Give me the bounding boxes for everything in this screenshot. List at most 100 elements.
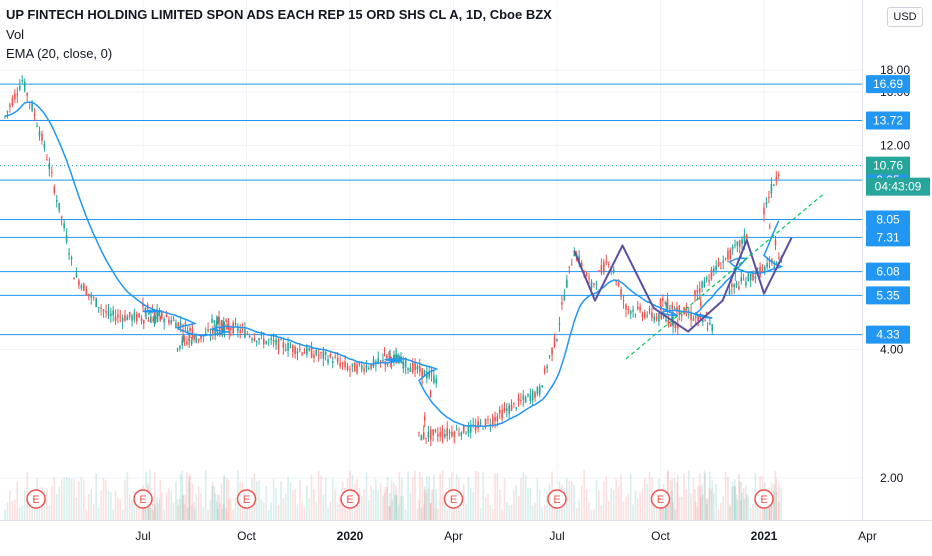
- candle-body: [644, 312, 646, 318]
- volume-bar: [156, 497, 158, 520]
- volume-bar: [193, 508, 196, 520]
- volume-bar: [430, 490, 433, 520]
- volume-bar: [745, 485, 747, 520]
- candle-body: [131, 315, 133, 321]
- candle-body: [465, 433, 467, 435]
- candle-body: [422, 432, 425, 439]
- volume-bar: [704, 473, 706, 520]
- volume-bar: [588, 502, 590, 520]
- candle-body: [482, 428, 484, 430]
- volume-bar: [634, 490, 637, 520]
- volume-bar: [639, 492, 641, 520]
- volume-bar: [18, 507, 21, 520]
- time-axis[interactable]: Jul Oct 2020 Apr Jul Oct 2021 Apr: [0, 520, 932, 551]
- candle-body: [147, 313, 150, 315]
- candle-body: [189, 327, 191, 331]
- candle-body: [353, 362, 356, 372]
- volume-bar: [665, 505, 667, 520]
- volume-bar: [102, 477, 105, 520]
- volume-bar: [437, 508, 439, 520]
- candle-body: [768, 260, 771, 262]
- candle-body: [308, 348, 311, 351]
- candle-body: [617, 283, 620, 286]
- volume-bar: [699, 496, 702, 520]
- volume-bar: [327, 507, 329, 520]
- candle-body: [170, 320, 173, 324]
- candle-body: [133, 312, 136, 320]
- volume-bar: [400, 496, 402, 520]
- currency-button[interactable]: USD: [887, 7, 923, 27]
- volume-indicator-label[interactable]: Vol: [6, 27, 25, 42]
- volume-bar: [78, 481, 80, 520]
- volume-bar: [358, 488, 361, 520]
- candle-body: [629, 310, 632, 314]
- volume-bar: [644, 478, 646, 520]
- time-tick-label: 2020: [337, 529, 364, 543]
- candle-body: [735, 282, 738, 286]
- earnings-marker: [26, 489, 46, 509]
- price-axis[interactable]: 2.004.0012.0016.0018.0016.6913.729.958.0…: [862, 0, 932, 520]
- volume-bar: [202, 507, 205, 520]
- candle-body: [193, 334, 196, 338]
- volume-bar: [702, 494, 704, 520]
- volume-bar: [678, 496, 681, 520]
- volume-bar: [669, 497, 671, 520]
- volume-bar: [275, 488, 277, 520]
- volume-bar: [683, 473, 685, 520]
- candle-body: [159, 316, 162, 321]
- volume-bar: [310, 475, 313, 520]
- candle-body: [462, 425, 465, 433]
- earnings-marker-label: E: [243, 494, 250, 506]
- volume-bar: [188, 481, 190, 520]
- candle-body: [766, 263, 768, 268]
- volume-bar: [694, 502, 697, 520]
- candle-body: [87, 293, 90, 295]
- volume-bar: [128, 494, 131, 520]
- candle-body: [513, 402, 515, 404]
- volume-bar: [411, 477, 414, 520]
- time-tick-label: Oct: [237, 529, 256, 543]
- candle-body: [112, 310, 115, 316]
- candle-body: [720, 268, 722, 270]
- price-tick-label: 4.00: [880, 342, 904, 356]
- candle-body: [186, 330, 189, 334]
- candle-body: [107, 310, 110, 316]
- volume-bar: [501, 509, 503, 520]
- candle-body: [420, 435, 423, 441]
- volume-bar: [272, 478, 275, 520]
- volume-bar: [578, 500, 580, 520]
- candle-body: [639, 306, 641, 311]
- volume-bar: [388, 506, 391, 520]
- candle-body: [433, 375, 435, 383]
- candle-body: [262, 338, 265, 345]
- volume-bar: [513, 490, 515, 520]
- candle-body: [55, 199, 58, 203]
- volume-bar: [153, 472, 156, 520]
- volume-bar: [676, 482, 678, 520]
- candle-body: [430, 373, 433, 375]
- earnings-marker-label: E: [553, 494, 560, 506]
- candle-body: [414, 363, 416, 371]
- volume-bar: [117, 497, 119, 520]
- volume-bar: [313, 489, 315, 520]
- level-price-badge: [866, 286, 910, 305]
- volume-bar: [595, 480, 598, 520]
- volume-bar: [705, 498, 708, 520]
- candle-body: [731, 246, 734, 250]
- volume-bar: [296, 504, 299, 520]
- candle-body: [676, 307, 678, 312]
- ema-indicator-label[interactable]: EMA (20, close, 0): [6, 46, 113, 61]
- candle-body: [402, 362, 405, 369]
- candle-body: [558, 323, 561, 325]
- volume-bar: [400, 478, 403, 520]
- candle-body: [100, 308, 102, 310]
- volume-bar: [334, 488, 337, 520]
- volume-bar: [384, 487, 387, 520]
- volume-bar: [182, 495, 184, 520]
- volume-bar: [222, 504, 225, 520]
- volume-bar: [738, 473, 740, 520]
- candle-body: [522, 395, 525, 400]
- volume-bar: [641, 488, 644, 520]
